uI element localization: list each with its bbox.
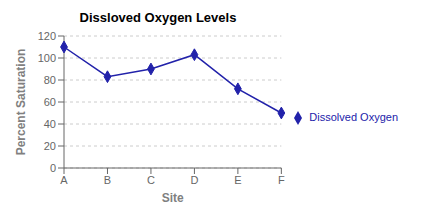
html-text:Dissloved Oxygen Levels: Dissloved Oxygen Levels (79, 10, 237, 25)
svg-text:20: 20 (44, 140, 56, 152)
svg-text:0: 0 (50, 162, 56, 174)
svg-text:Site: Site (162, 191, 184, 205)
svg-text:D: D (190, 174, 198, 186)
svg-text:120: 120 (38, 30, 56, 42)
svg-text:A: A (60, 174, 68, 186)
svg-text:100: 100 (38, 52, 56, 64)
svg-text:E: E (234, 174, 241, 186)
svg-text:Percent Saturation: Percent Saturation (14, 49, 28, 156)
svg-text:B: B (104, 174, 111, 186)
svg-text:80: 80 (44, 74, 56, 86)
svg-text:40: 40 (44, 118, 56, 130)
svg-text:60: 60 (44, 96, 56, 108)
html-text:Dissolved Oxygen: Dissolved Oxygen (309, 111, 398, 123)
svg-text:F: F (278, 174, 285, 186)
svg-text:C: C (147, 174, 155, 186)
